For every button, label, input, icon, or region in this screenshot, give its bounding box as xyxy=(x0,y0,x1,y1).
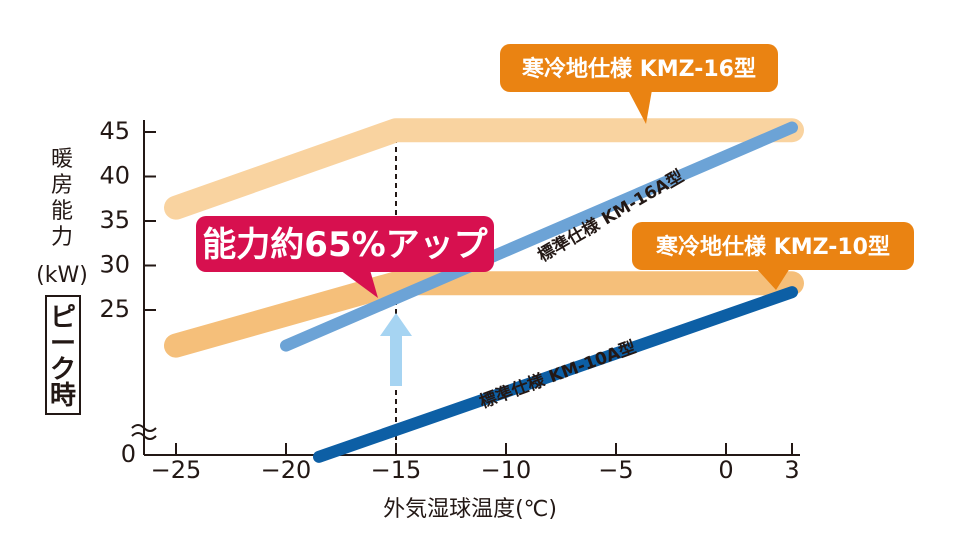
up-arrow xyxy=(380,313,412,386)
series-label-km-10a: 標準仕様 KM-10A型 xyxy=(477,337,639,413)
series-line xyxy=(164,118,804,220)
x-tick-label: −25 xyxy=(151,456,202,484)
x-tick-label: −15 xyxy=(371,456,422,484)
y-tick-label: 30 xyxy=(99,251,130,279)
peak-label: ピ ー ク 時 xyxy=(45,295,81,415)
y-axis-title-char: 力 xyxy=(51,225,73,250)
callout-kmz-16-box xyxy=(500,44,778,92)
callout-kmz-16-text: 寒冷地仕様 KMZ-16型 xyxy=(522,56,756,82)
y-axis-title-unit: (kW) xyxy=(36,263,88,288)
y-axis-title-char: 暖 xyxy=(51,147,73,172)
y-tick-label: 45 xyxy=(99,117,130,145)
callout-kmz-10-text: 寒冷地仕様 KMZ-10型 xyxy=(656,234,890,260)
callout-kmz-10: 寒冷地仕様 KMZ-10型 xyxy=(632,222,914,290)
y-tick-label: 35 xyxy=(99,206,130,234)
y-axis-title: 暖 房 能 力 (kW) xyxy=(36,147,88,288)
series-line xyxy=(164,271,804,358)
y-zero-label: 0 xyxy=(121,440,136,468)
axis-break-mark xyxy=(131,424,157,432)
series-line xyxy=(280,121,798,352)
callout-kmz-10-box xyxy=(632,222,914,270)
y-axis-title-char: 能 xyxy=(51,199,73,224)
x-tick-label: 3 xyxy=(784,456,799,484)
series-lines xyxy=(164,118,804,463)
y-tick-label: 25 xyxy=(99,295,130,323)
callout-kmz-10-pointer xyxy=(756,268,790,290)
series-line xyxy=(313,286,798,463)
up-arrow-shape xyxy=(380,313,412,386)
axis-break-mark xyxy=(131,432,157,440)
y-axis-title-char: 房 xyxy=(51,173,73,198)
callout-65-up: 能力約65%アップ xyxy=(196,216,494,298)
callout-65-up-text: 能力約65%アップ xyxy=(202,225,487,265)
y-ticks: 25 30 35 40 45 xyxy=(99,117,156,323)
callout-65-up-pointer xyxy=(340,270,378,298)
x-tick-label: −10 xyxy=(481,456,532,484)
y-tick-label: 40 xyxy=(99,162,130,190)
peak-label-char: ー xyxy=(50,329,76,359)
x-tick-label: 0 xyxy=(718,456,733,484)
peak-label-char: ク xyxy=(50,355,76,385)
x-tick-label: −5 xyxy=(598,456,633,484)
peak-label-char: ピ xyxy=(50,303,76,333)
peak-label-box xyxy=(45,295,81,415)
peak-label-char: 時 xyxy=(50,381,76,411)
x-tick-label: −20 xyxy=(261,456,312,484)
callout-kmz-16-pointer xyxy=(628,90,652,124)
x-ticks: −25 −20 −15 −10 −5 0 3 xyxy=(151,443,800,484)
x-axis-title: 外気湿球温度(℃) xyxy=(383,497,557,522)
callout-kmz-16: 寒冷地仕様 KMZ-16型 xyxy=(500,44,778,124)
callout-65-up-box xyxy=(196,216,494,272)
